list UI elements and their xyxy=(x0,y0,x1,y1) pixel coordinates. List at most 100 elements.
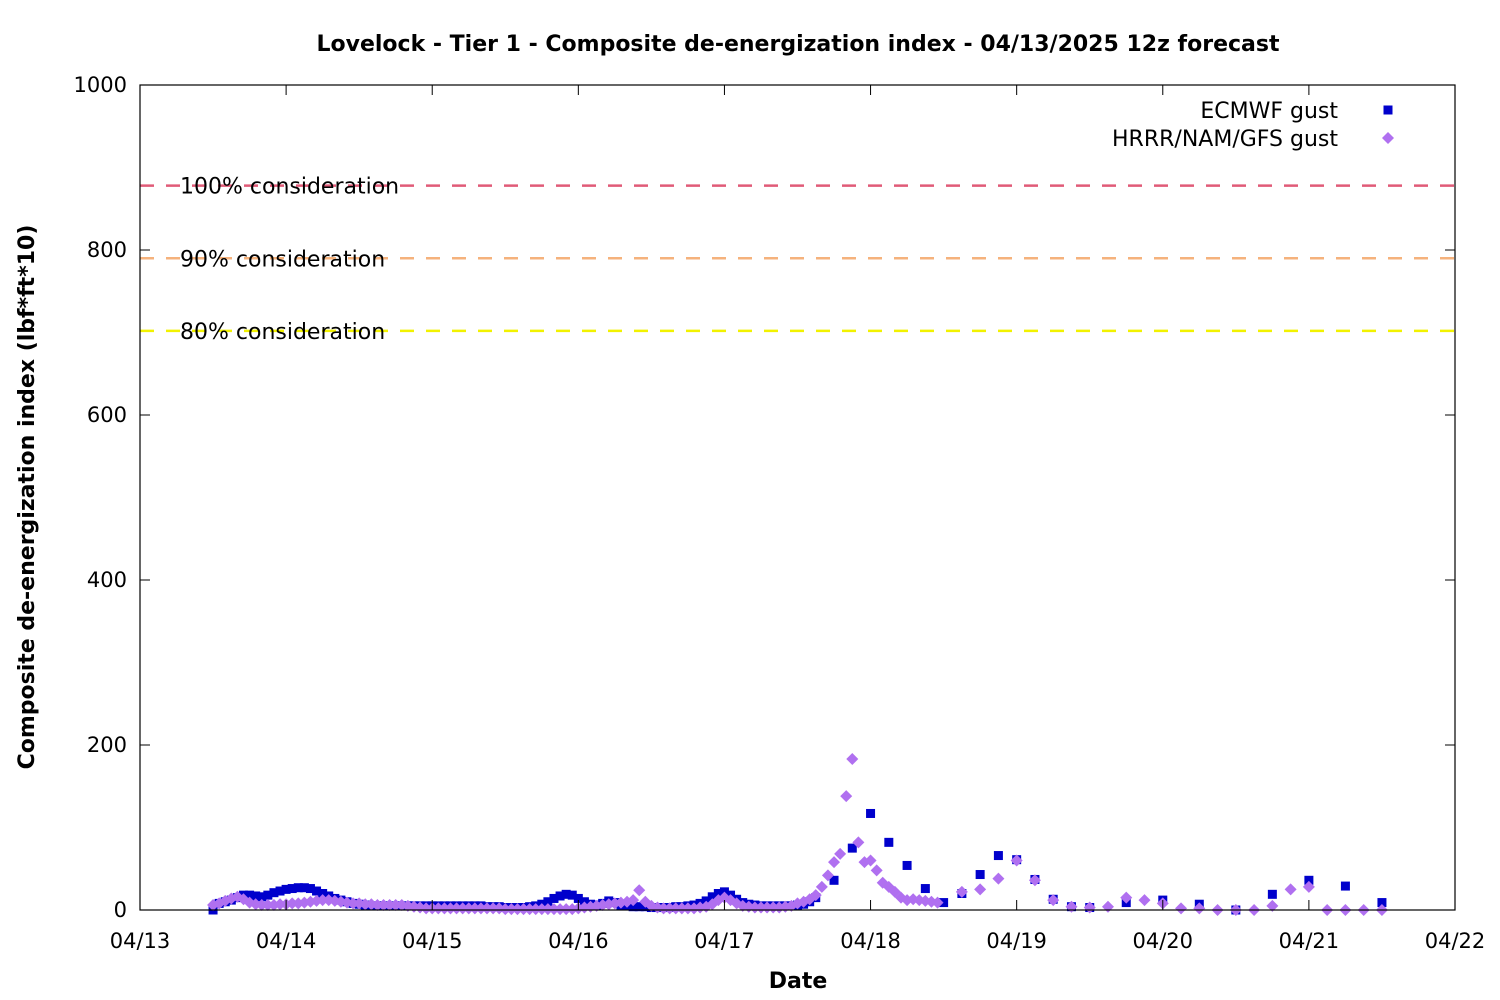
data-point xyxy=(1175,902,1188,915)
data-point xyxy=(274,898,287,911)
x-tick-label: 04/18 xyxy=(840,929,901,953)
data-point xyxy=(389,899,402,912)
data-point xyxy=(287,884,297,894)
data-point xyxy=(371,899,384,912)
y-tick-label: 600 xyxy=(87,403,127,427)
data-point xyxy=(884,837,894,847)
data-point xyxy=(1304,875,1314,885)
data-point xyxy=(255,899,268,912)
data-point xyxy=(1284,883,1297,896)
data-point xyxy=(828,856,841,869)
data-point xyxy=(1267,889,1277,899)
data-point xyxy=(305,884,315,894)
data-point xyxy=(251,891,261,901)
data-point xyxy=(554,903,567,916)
reference-label: 80% consideration xyxy=(180,320,385,345)
data-point xyxy=(815,880,828,893)
data-point xyxy=(866,808,876,818)
y-axis-label: Composite de-energization index (lbf*ft*… xyxy=(15,225,40,770)
y-tick-label: 800 xyxy=(87,238,127,262)
data-point xyxy=(707,892,717,902)
data-point xyxy=(555,891,565,901)
data-point xyxy=(809,889,822,902)
data-point xyxy=(444,902,457,915)
legend-label: HRRR/NAM/GFS gust xyxy=(1112,127,1338,152)
data-point xyxy=(456,902,469,915)
x-tick-label: 04/22 xyxy=(1425,929,1486,953)
data-point xyxy=(438,902,451,915)
data-point xyxy=(920,884,930,894)
data-point xyxy=(517,903,530,916)
chart-title: Lovelock - Tier 1 - Composite de-energiz… xyxy=(316,32,1279,57)
data-point xyxy=(1138,894,1151,907)
data-point xyxy=(499,903,512,916)
x-tick-label: 04/15 xyxy=(402,929,463,953)
x-tick-label: 04/13 xyxy=(110,929,171,953)
data-point xyxy=(628,902,638,912)
data-point xyxy=(864,854,877,867)
data-point xyxy=(316,894,329,907)
data-point xyxy=(1010,854,1023,867)
data-point xyxy=(535,903,548,916)
data-point xyxy=(541,903,554,916)
data-point xyxy=(377,899,390,912)
reference-label: 90% consideration xyxy=(180,247,385,272)
data-point xyxy=(1302,880,1315,893)
legend-label: ECMWF gust xyxy=(1200,99,1338,124)
data-point xyxy=(450,902,463,915)
data-point xyxy=(1047,894,1060,907)
x-tick-label: 04/20 xyxy=(1133,929,1194,953)
data-point xyxy=(318,889,328,898)
reference-labels: 100% consideration 90% consideration 80% c… xyxy=(180,175,399,345)
data-point xyxy=(974,883,987,896)
data-point xyxy=(299,883,309,893)
data-point xyxy=(567,890,577,900)
y-tick-label: 400 xyxy=(87,568,127,592)
data-point xyxy=(634,902,644,912)
data-point xyxy=(286,897,299,910)
x-axis-label: Date xyxy=(769,969,828,994)
data-point xyxy=(870,864,883,877)
data-point xyxy=(1377,898,1387,908)
x-tick-label: 04/21 xyxy=(1279,929,1340,953)
data-point xyxy=(669,902,682,915)
data-point xyxy=(663,902,676,915)
data-point xyxy=(633,884,646,897)
data-point xyxy=(681,902,694,915)
data-point xyxy=(713,889,723,898)
data-point xyxy=(975,870,985,880)
data-point xyxy=(257,892,267,902)
data-point xyxy=(939,898,949,908)
data-point xyxy=(1340,881,1350,891)
data-point xyxy=(547,903,560,916)
data-point xyxy=(840,790,853,803)
data-point xyxy=(432,902,445,915)
x-axis-ticks: 04/13 04/14 04/15 04/16 04/17 04/18 04/19 04/20… xyxy=(110,85,1486,953)
data-point xyxy=(852,836,865,849)
data-point xyxy=(281,884,291,894)
legend-marker xyxy=(1382,132,1394,144)
data-point xyxy=(261,899,274,912)
data-point xyxy=(511,903,524,916)
data-point xyxy=(420,902,433,915)
data-point xyxy=(1266,899,1279,912)
data-point xyxy=(993,851,1003,861)
series-hrrr-nam-gfs-gust xyxy=(207,753,1388,916)
data-point xyxy=(462,902,475,915)
data-point xyxy=(383,899,396,912)
x-tick-label: 04/19 xyxy=(986,929,1047,953)
data-point xyxy=(359,898,372,911)
y-tick-label: 1000 xyxy=(74,73,127,97)
plot-area-border xyxy=(139,84,1456,911)
data-point xyxy=(468,902,481,915)
data-point xyxy=(1101,900,1114,913)
x-tick-label: 04/16 xyxy=(548,929,609,953)
y-axis-ticks: 0 200 400 600 800 1000 xyxy=(74,73,1455,922)
data-point xyxy=(560,903,573,916)
data-point xyxy=(245,890,255,900)
data-point xyxy=(543,897,553,907)
data-point xyxy=(275,886,285,896)
reference-label: 100% consideration xyxy=(180,175,399,200)
